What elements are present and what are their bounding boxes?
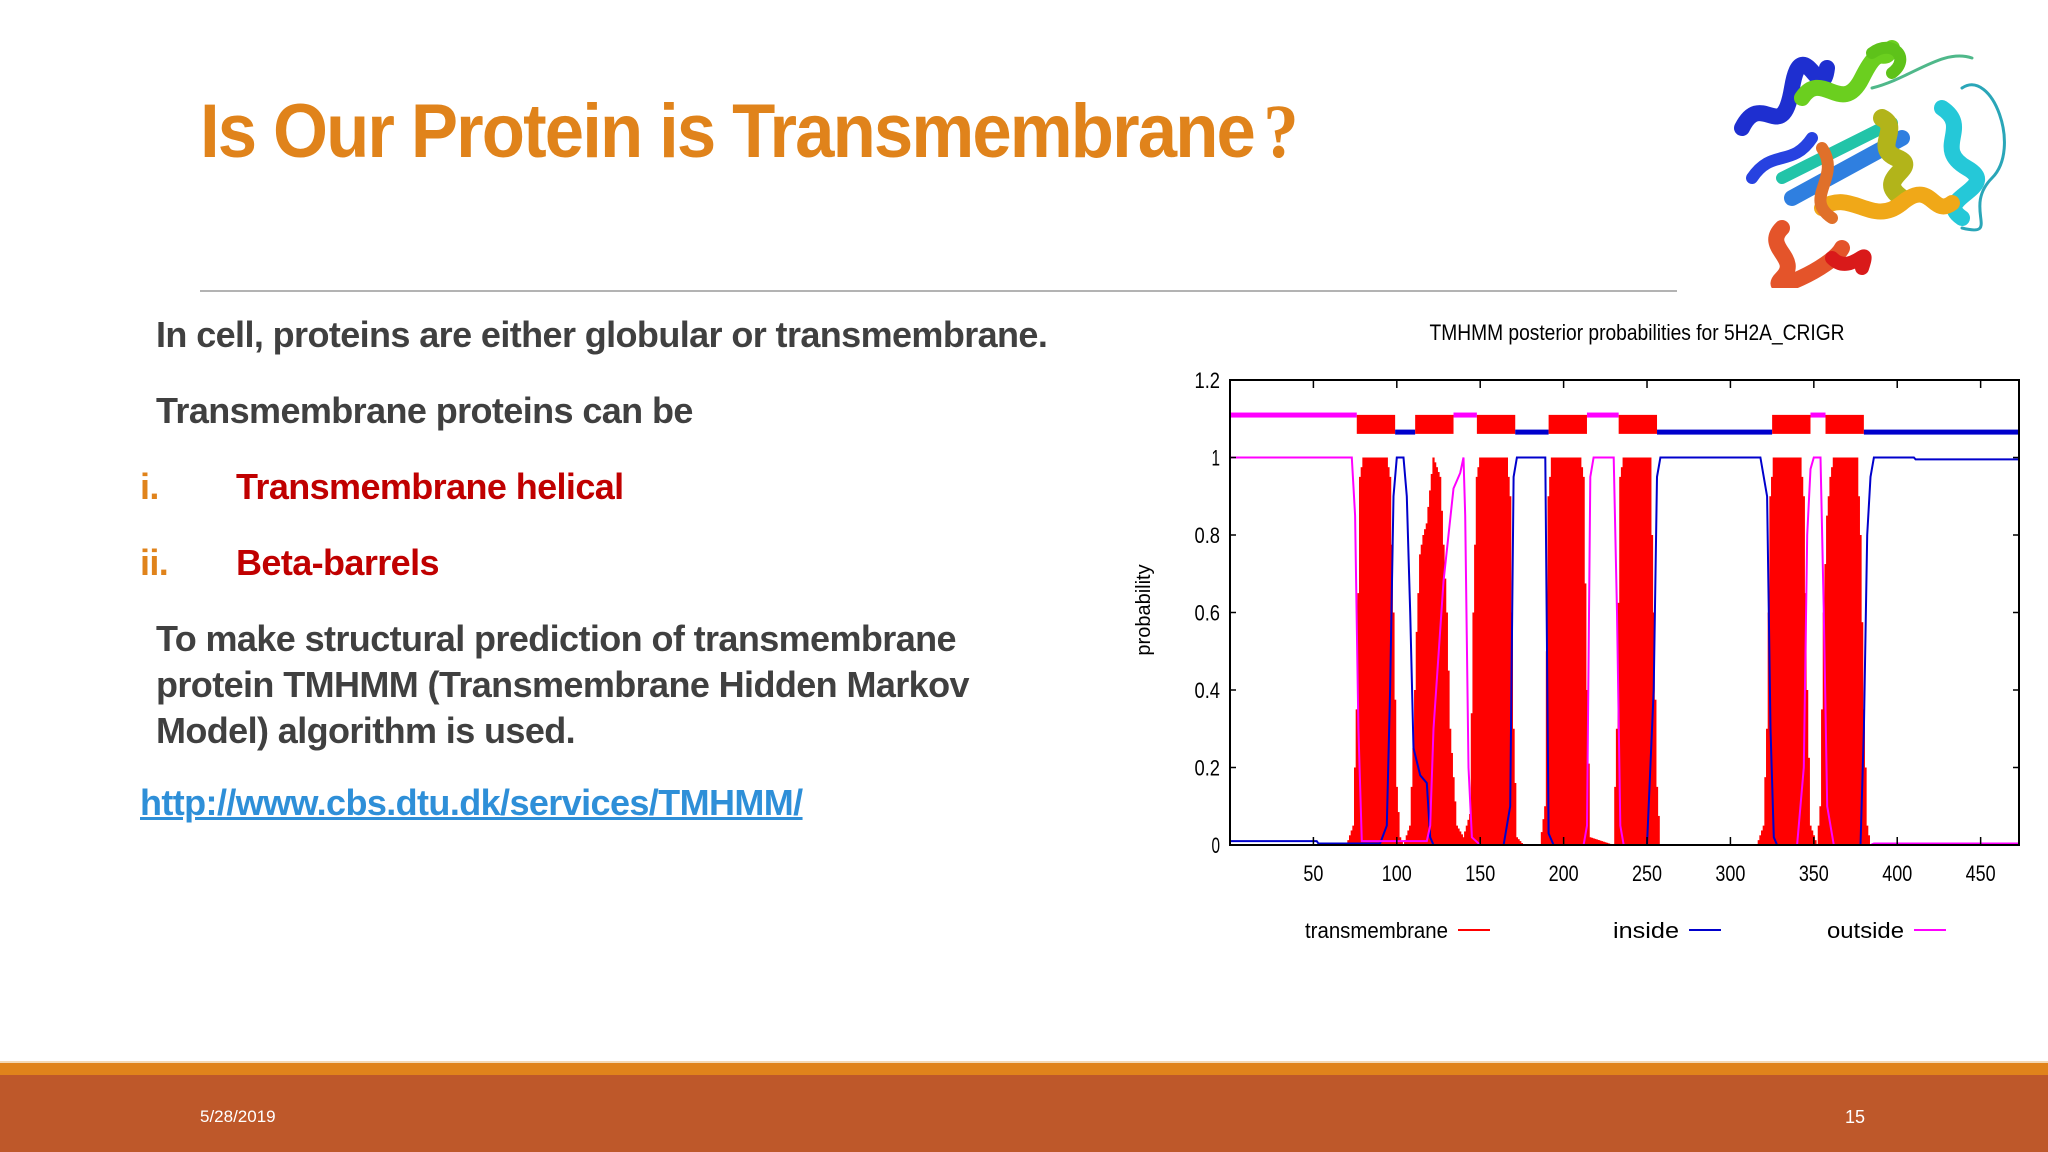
topology-outside — [1586, 412, 1619, 418]
legend-label-inside: inside — [1613, 918, 1679, 943]
y-tick-label: 0.2 — [1195, 756, 1221, 781]
topology-transmembrane — [1618, 414, 1658, 434]
title-divider — [200, 290, 1677, 292]
tmhmm-link[interactable]: http://www.cbs.dtu.dk/services/TMHMM/ — [140, 782, 803, 823]
paragraph-types-intro: Transmembrane proteins can be — [156, 390, 693, 431]
footer-highlight — [0, 1061, 2048, 1063]
y-axis-label: probability — [1133, 564, 1155, 655]
legend-label-outside: outside — [1827, 918, 1904, 943]
list-text: Transmembrane helical — [236, 466, 624, 507]
topology-inside — [1863, 429, 2019, 435]
page-number: 15 — [1845, 1107, 1866, 1127]
paragraph-intro: In cell, proteins are either globular or… — [156, 314, 1048, 355]
question-mark: ? — [1263, 90, 1298, 174]
series-transmembrane — [1347, 457, 1870, 845]
x-tick-label: 450 — [1966, 861, 1996, 886]
x-tick-label: 200 — [1549, 861, 1579, 886]
slide-body: In cell, proteins are either globular or… — [140, 312, 1080, 826]
protein-structure-image — [1722, 28, 2022, 293]
footer-date: 5/28/2019 — [200, 1107, 276, 1126]
x-tick-label: 150 — [1465, 861, 1495, 886]
list-item-2: ii. Beta-barrels — [140, 540, 1080, 586]
series-inside — [1230, 456, 2019, 846]
list-text: Beta-barrels — [236, 542, 440, 583]
y-tick-label: 0.6 — [1195, 601, 1221, 626]
topology-transmembrane — [1548, 414, 1587, 434]
list-number: ii. — [140, 542, 169, 583]
chart-title: TMHMM posterior probabilities for 5H2A_C… — [1430, 320, 1845, 345]
topology-inside — [1657, 429, 1773, 435]
list-item-1: i. Transmembrane helical — [140, 464, 1080, 510]
topology-transmembrane — [1356, 414, 1396, 434]
footer-stripe — [0, 1063, 2048, 1075]
x-tick-label: 50 — [1303, 861, 1323, 886]
x-tick-label: 400 — [1882, 861, 1912, 886]
slide-title-text: Is Our Protein is Transmembrane — [200, 89, 1256, 174]
topology-transmembrane — [1825, 414, 1864, 434]
topology-outside — [1810, 412, 1826, 418]
y-tick-label: 0.4 — [1195, 678, 1221, 703]
topology-transmembrane — [1415, 414, 1454, 434]
topology-inside — [1515, 429, 1549, 435]
paragraph-tmhmm: To make structural prediction of transme… — [156, 618, 970, 751]
slide-title: Is Our Protein is Transmembrane? — [200, 88, 1299, 176]
topology-outside — [1230, 412, 1357, 418]
topology-outside — [1453, 412, 1477, 418]
legend-label-transmembrane: transmembrane — [1305, 918, 1448, 943]
list-number: i. — [140, 466, 159, 507]
protein-ribbon-icon — [1734, 40, 2006, 293]
plot-area: 50 100 150 200 250 300 350 400 450 0 0.2 0.4 0.6 0.8 1… — [1195, 368, 2020, 886]
y-tick-label: 0.8 — [1195, 523, 1221, 548]
x-tick-label: 300 — [1715, 861, 1745, 886]
x-tick-label: 250 — [1632, 861, 1662, 886]
y-tick-label: 1.2 — [1195, 368, 1221, 393]
tmhmm-plot: TMHMM posterior probabilities for 5H2A_C… — [1133, 320, 2020, 943]
slide-footer: 5/28/2019 15 — [0, 1075, 2048, 1152]
series-outside — [1230, 456, 2019, 846]
topology-transmembrane — [1772, 414, 1811, 434]
y-tick-label: 1 — [1212, 446, 1221, 471]
topology-transmembrane — [1476, 414, 1516, 434]
y-tick-label: 0 — [1212, 833, 1221, 858]
chart-legend: transmembrane inside outside — [1305, 918, 1946, 943]
topology-inside — [1395, 429, 1416, 435]
x-tick-label: 100 — [1382, 861, 1412, 886]
x-tick-label: 350 — [1799, 861, 1829, 886]
tmhmm-chart: TMHMM posterior probabilities for 5H2A_C… — [1120, 310, 2048, 960]
